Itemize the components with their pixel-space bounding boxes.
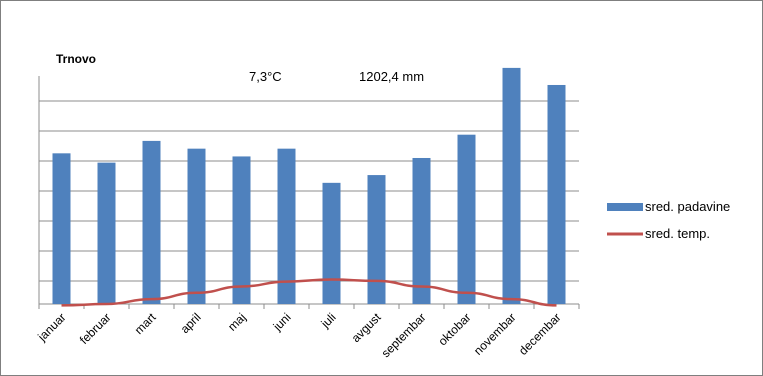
bar-maj (232, 156, 251, 304)
bar-novembar (502, 67, 521, 304)
x-tick-label-novembar: novembar (471, 310, 519, 358)
bar-oktobar (457, 134, 476, 304)
legend-label-padavine: sred. padavine (645, 199, 730, 214)
bar-mart (142, 140, 161, 304)
legend-bar-swatch (607, 203, 643, 211)
x-tick-label-maj: maj (225, 310, 249, 334)
line-series (61, 278, 557, 307)
temperature-line (61, 278, 557, 307)
x-tick-labels: januar februar mart april maj juni juli avgusts… (34, 310, 563, 360)
x-tick-label-oktobar: oktobar (435, 310, 473, 348)
bar-decembar (547, 84, 566, 304)
bar-februar (97, 162, 116, 304)
bar-avgust (367, 175, 386, 304)
x-tick-label-mart: mart (132, 310, 159, 337)
annotation-precipitation: 1202,4 mm (359, 69, 424, 84)
bar-januar (52, 153, 71, 304)
x-tick-label-avgust: avgust (349, 310, 384, 345)
bar-juni (277, 148, 296, 304)
x-tick-label-februar: februar (77, 310, 114, 347)
x-tick-label-januar: januar (34, 310, 68, 344)
gridlines (39, 100, 579, 282)
bar-septembar (412, 157, 431, 304)
legend: sred. padavine sred. temp. (607, 199, 730, 241)
bar-series (52, 67, 566, 304)
x-tick-label-septembar: septembar (379, 310, 429, 360)
chart-title: Trnovo (56, 52, 96, 66)
legend-label-temp: sred. temp. (645, 226, 710, 241)
x-tick-label-juni: juni (270, 310, 294, 334)
bar-april (187, 148, 206, 304)
axes (38, 76, 580, 309)
x-tick-label-juli: juli (318, 310, 339, 331)
x-tick-label-april: april (178, 310, 204, 336)
annotation-temperature: 7,3°C (249, 69, 282, 84)
x-tick-label-decembar: decembar (516, 310, 564, 358)
bar-juli (322, 182, 341, 304)
